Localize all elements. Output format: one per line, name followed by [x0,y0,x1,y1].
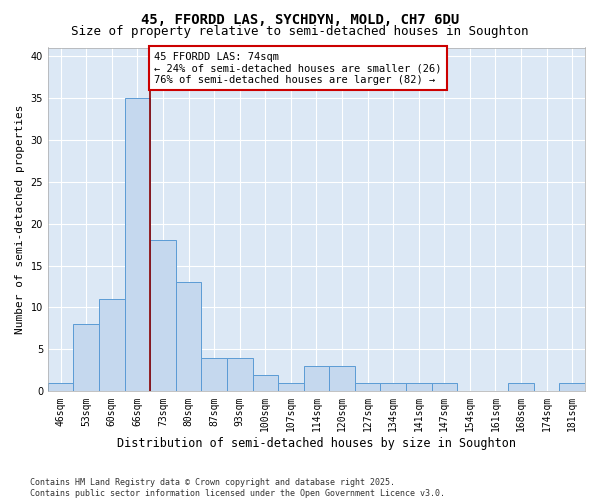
Text: 45 FFORDD LAS: 74sqm
← 24% of semi-detached houses are smaller (26)
76% of semi-: 45 FFORDD LAS: 74sqm ← 24% of semi-detac… [154,52,442,85]
Bar [508,383,534,392]
Bar [202,358,227,392]
Bar [73,324,99,392]
Bar [253,374,278,392]
Y-axis label: Number of semi-detached properties: Number of semi-detached properties [15,104,25,334]
Text: Size of property relative to semi-detached houses in Soughton: Size of property relative to semi-detach… [71,25,529,38]
Bar [99,299,125,392]
Bar [406,383,431,392]
Bar [176,282,202,392]
X-axis label: Distribution of semi-detached houses by size in Soughton: Distribution of semi-detached houses by … [117,437,516,450]
Bar [125,98,150,392]
Text: 45, FFORDD LAS, SYCHDYN, MOLD, CH7 6DU: 45, FFORDD LAS, SYCHDYN, MOLD, CH7 6DU [141,12,459,26]
Text: Contains HM Land Registry data © Crown copyright and database right 2025.
Contai: Contains HM Land Registry data © Crown c… [30,478,445,498]
Bar [355,383,380,392]
Bar [48,383,73,392]
Bar [227,358,253,392]
Bar [329,366,355,392]
Bar [380,383,406,392]
Bar [278,383,304,392]
Bar [304,366,329,392]
Bar [431,383,457,392]
Bar [150,240,176,392]
Bar [559,383,585,392]
